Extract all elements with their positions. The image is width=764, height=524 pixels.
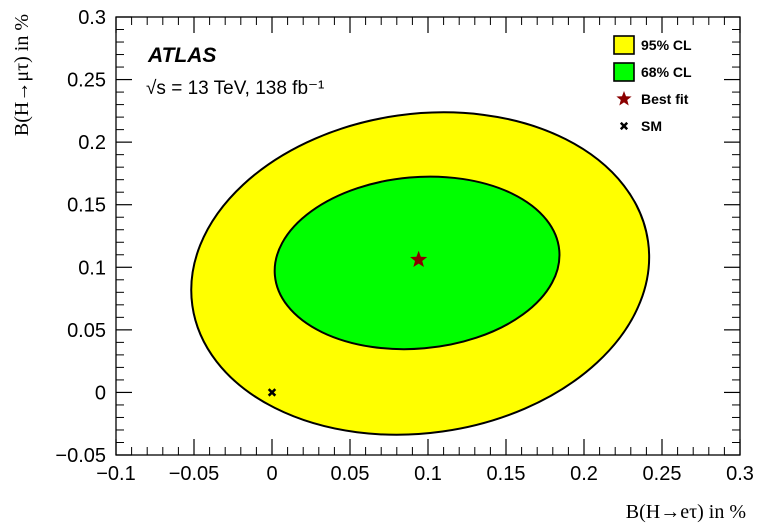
x-tick-label: 0.05 — [331, 463, 370, 485]
y-tick-label: 0.15 — [67, 195, 106, 217]
legend-swatch-68-cl — [613, 62, 635, 82]
x-tick-label: 0.2 — [570, 463, 598, 485]
y-tick-label: 0.25 — [67, 70, 106, 92]
x-tick-label: −0.1 — [96, 463, 135, 485]
legend-swatch-95-cl — [613, 35, 635, 55]
legend-label-95-cl: 95% CL — [641, 37, 692, 53]
legend-label-best-fit: Best fit — [641, 91, 689, 107]
energy-lumi-label: √s = 13 TeV, 138 fb⁻¹ — [146, 78, 324, 99]
legend-marker-sm — [619, 121, 629, 131]
data-points — [267, 250, 428, 397]
x-tick-label: 0.25 — [643, 463, 682, 485]
sm-x-marker — [267, 388, 277, 397]
y-tick-label: 0.05 — [67, 320, 106, 342]
contour-regions — [190, 111, 651, 436]
x-tick-label: −0.05 — [169, 463, 220, 485]
best-fit-star-marker — [410, 250, 428, 268]
legend: 95% CL 68% CL Best fit SM — [613, 35, 692, 134]
x-tick-label: 0.1 — [414, 463, 442, 485]
x-tick-label: 0.15 — [487, 463, 526, 485]
y-tick-label: 0 — [95, 382, 106, 404]
y-tick-label: 0.2 — [78, 132, 106, 154]
y-tick-label: 0.1 — [78, 257, 106, 279]
legend-label-68-cl: 68% CL — [641, 64, 692, 80]
legend-label-sm: SM — [641, 118, 662, 134]
axis-ticks: −0.1 −0.05 0 0.05 0.1 0.15 0.2 0.25 0.3−0.0500.0… — [55, 7, 754, 485]
x-tick-label: 0 — [266, 463, 277, 485]
y-tick-label: −0.05 — [55, 445, 106, 467]
y-axis-title: B(H→μτ) in % — [11, 14, 33, 136]
x-tick-label: 0.3 — [726, 463, 754, 485]
experiment-label: ATLAS — [147, 44, 216, 67]
x-axis-title: B(H→eτ) in % — [626, 501, 746, 523]
legend-marker-best-fit — [616, 91, 632, 106]
y-tick-label: 0.3 — [78, 7, 106, 29]
